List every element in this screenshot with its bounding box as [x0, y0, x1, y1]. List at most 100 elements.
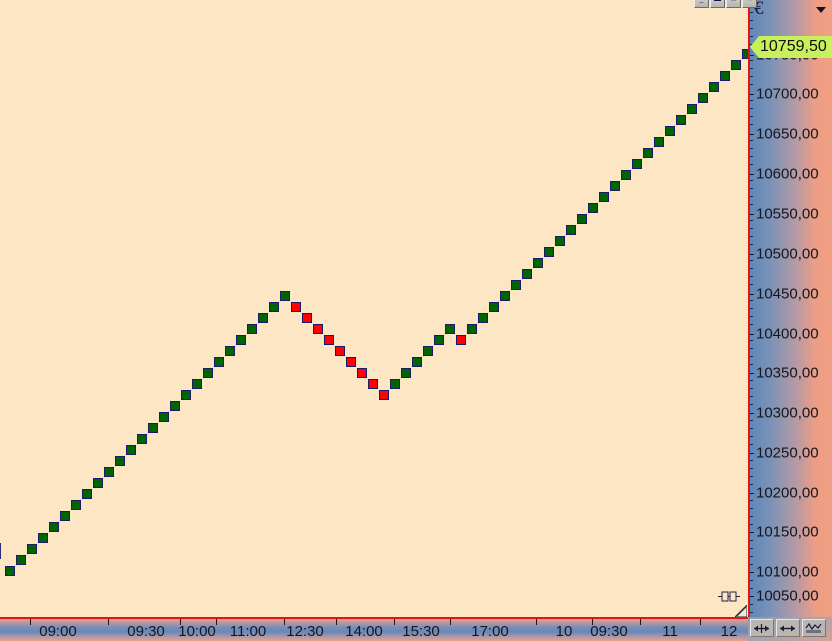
price-axis-label: 10350,00: [756, 364, 819, 382]
price-marker: [632, 159, 642, 169]
price-marker: [313, 324, 323, 334]
price-marker: [500, 291, 510, 301]
price-axis-minor-tick: [750, 604, 753, 605]
price-axis-minor-tick: [750, 340, 753, 341]
price-axis-label: 10700,00: [756, 85, 819, 103]
price-marker: [610, 181, 620, 191]
price-marker: [280, 291, 290, 301]
price-axis-minor-tick: [750, 148, 753, 149]
time-axis-tick: [700, 619, 701, 625]
price-axis-minor-tick: [750, 556, 753, 557]
price-axis-tick: [750, 596, 754, 597]
price-marker: [71, 500, 81, 510]
price-axis-minor-tick: [750, 460, 753, 461]
price-marker: [93, 478, 103, 488]
price-axis-tick: [750, 572, 754, 573]
price-axis-minor-tick: [750, 612, 753, 613]
price-axis-minor-tick: [750, 524, 753, 525]
minimize-button[interactable]: _: [694, 0, 709, 8]
price-axis-minor-tick: [750, 268, 753, 269]
price-marker: [16, 555, 26, 565]
time-axis-label: 12:30: [286, 623, 324, 640]
resize-grip[interactable]: [734, 603, 748, 617]
price-axis-tick: [750, 493, 754, 494]
price-axis-minor-tick: [750, 284, 753, 285]
price-marker: [302, 313, 312, 323]
price-axis[interactable]: € 10750,0010700,0010650,0010600,0010550,…: [748, 0, 832, 617]
price-marker: [368, 379, 378, 389]
price-axis-minor-tick: [750, 444, 753, 445]
autoscale-chart-icon: [805, 622, 822, 633]
chart-plot-area[interactable]: [0, 0, 748, 617]
price-axis-minor-tick: [750, 140, 753, 141]
price-axis-minor-tick: [750, 100, 753, 101]
price-axis-minor-tick: [750, 116, 753, 117]
price-axis-minor-tick: [750, 428, 753, 429]
autoscale-chart-icon-button[interactable]: [802, 619, 826, 637]
price-marker: [247, 324, 257, 334]
time-axis-label: 11:00: [229, 623, 267, 640]
time-axis[interactable]: 09:00 09:30 10:00 11:00 12:30 14:00 15:30 17:00…: [0, 617, 748, 641]
price-marker: [423, 346, 433, 356]
price-axis-tick: [750, 254, 754, 255]
price-axis-minor-tick: [750, 164, 753, 165]
time-axis-tick: [640, 619, 641, 625]
expand-horizontal-icon-button[interactable]: [776, 619, 800, 637]
chevron-down-icon[interactable]: [816, 7, 826, 13]
compress-horizontal-icon: [754, 623, 769, 633]
price-axis-tick: [750, 214, 754, 215]
price-marker: [192, 379, 202, 389]
price-marker: [236, 335, 246, 345]
price-axis-minor-tick: [750, 76, 753, 77]
price-axis-label: 10600,00: [756, 165, 819, 183]
price-marker: [566, 225, 576, 235]
price-marker: [742, 49, 748, 59]
price-marker: [203, 368, 213, 378]
price-axis-minor-tick: [750, 180, 753, 181]
price-marker: [720, 71, 730, 81]
time-axis-label: 09:00: [39, 623, 77, 640]
price-marker: [654, 137, 664, 147]
price-axis-label: 10050,00: [756, 587, 819, 605]
price-axis-minor-tick: [750, 356, 753, 357]
price-marker: [115, 456, 125, 466]
time-axis-tick: [536, 619, 537, 625]
price-axis-tick: [750, 94, 754, 95]
horizontal-scroll-thumb[interactable]: [718, 591, 740, 602]
price-axis-minor-tick: [750, 364, 753, 365]
price-axis-minor-tick: [750, 124, 753, 125]
expand-horizontal-icon: [780, 625, 795, 631]
price-marker: [225, 346, 235, 356]
plot-left-edge-marker: [0, 543, 1, 559]
restore-down-button[interactable]: ▬: [710, 0, 725, 8]
price-axis-minor-tick: [750, 348, 753, 349]
price-marker: [588, 203, 598, 213]
price-marker: [467, 324, 477, 334]
price-axis-minor-tick: [750, 204, 753, 205]
price-axis-tick: [750, 334, 754, 335]
price-axis-tick: [750, 413, 754, 414]
price-marker: [60, 511, 70, 521]
price-axis-minor-tick: [750, 588, 753, 589]
current-price-badge: 10759,50: [750, 36, 832, 58]
time-axis-tick: [394, 619, 395, 625]
price-axis-minor-tick: [750, 436, 753, 437]
price-axis-minor-tick: [750, 476, 753, 477]
price-axis-label: 10550,00: [756, 205, 819, 223]
price-marker: [621, 170, 631, 180]
time-axis-tick: [336, 619, 337, 625]
price-axis-minor-tick: [750, 508, 753, 509]
price-axis-minor-tick: [750, 260, 753, 261]
price-marker: [555, 236, 565, 246]
current-price-value: 10759,50: [759, 36, 832, 58]
close-button[interactable]: ✕: [742, 0, 757, 8]
price-axis-minor-tick: [750, 500, 753, 501]
maximize-button[interactable]: □: [726, 0, 741, 8]
price-marker: [445, 324, 455, 334]
compress-horizontal-icon-button[interactable]: [750, 619, 774, 637]
price-axis-minor-tick: [750, 388, 753, 389]
window-controls: _ ▬ □ ✕: [694, 0, 757, 8]
price-axis-minor-tick: [750, 420, 753, 421]
price-marker: [159, 412, 169, 422]
